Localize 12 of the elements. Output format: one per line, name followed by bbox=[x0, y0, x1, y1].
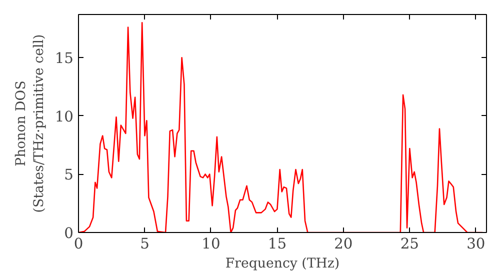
y-tick-label: 0 bbox=[64, 225, 74, 242]
y-tick-label: 10 bbox=[54, 108, 74, 126]
x-tick-label: 20 bbox=[334, 236, 353, 252]
x-axis-title: Frequency (THz) bbox=[225, 256, 340, 272]
x-tick-label: 25 bbox=[400, 236, 419, 252]
y-tick-label: 15 bbox=[54, 50, 74, 68]
x-tick-label: 15 bbox=[268, 236, 287, 252]
x-tick-label: 10 bbox=[202, 236, 220, 252]
y-tick-label: 5 bbox=[64, 166, 74, 184]
y-axis-title: Phonon DOS (States/THz·primitive cell) bbox=[14, 34, 47, 213]
x-tick-label: 5 bbox=[140, 236, 150, 252]
x-tick-label: 30 bbox=[466, 236, 486, 252]
